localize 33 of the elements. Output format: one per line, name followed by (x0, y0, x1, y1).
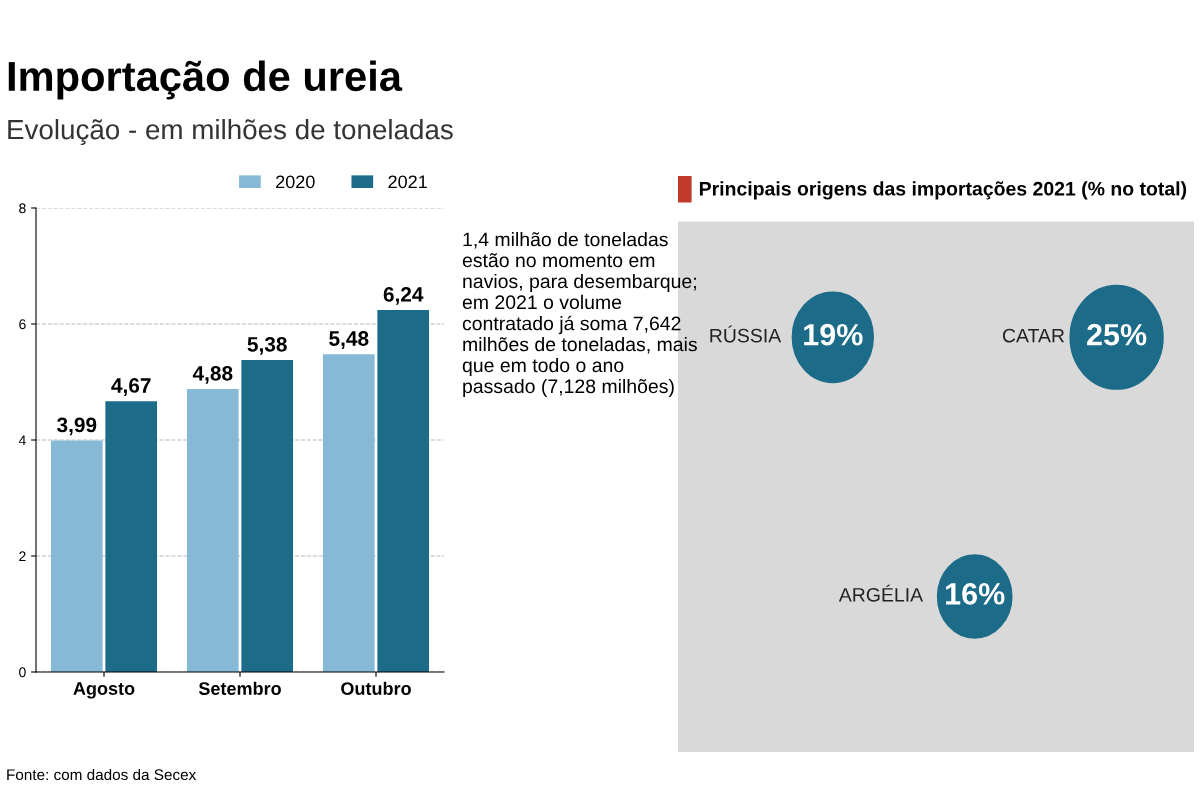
y-tick-label: 6 (19, 319, 26, 330)
data-label: 25% (1087, 323, 1147, 346)
text: Principais origens das importações 2021 (% no total) (699, 181, 1187, 200)
data-label: 5,38 (247, 336, 287, 355)
data-label: 19% (804, 323, 863, 346)
data-label: 4,67 (111, 378, 151, 396)
legend-label: 2021 (388, 175, 427, 189)
bar (186, 388, 239, 672)
data-label: 4,88 (192, 365, 233, 384)
data-label: 6,24 (383, 287, 424, 305)
bar (241, 359, 294, 672)
category-label: ARGÉLIA (838, 584, 924, 602)
chart-title: Importação de ureia (8, 60, 403, 100)
category-label: CATAR (1002, 328, 1065, 343)
bar (377, 310, 430, 672)
chart-subtitle: Evolução - em milhões de toneladas (8, 118, 453, 146)
source-note: Fonte: com dados da Secex (7, 768, 197, 781)
category-label: RÚSSIA (710, 325, 782, 343)
x-tick-label: Outubro (341, 681, 411, 695)
bar (105, 401, 158, 672)
y-tick-label: 4 (18, 435, 26, 446)
y-tick-label: 0 (19, 667, 26, 678)
data-label: 5,48 (329, 331, 369, 349)
bar (50, 440, 103, 672)
legend-label: 2020 (276, 175, 315, 189)
text: 1,4 milhão de toneladas estão no momento em navios, para desembarque; em 2021 o volume contratado já soma 7,642 milhões de toneladas, mais que em todo o ano passado (7,128 milhões) (462, 232, 697, 398)
y-tick-label: 8 (19, 203, 26, 214)
y-tick-label: 2 (19, 551, 26, 562)
bar (322, 354, 375, 672)
data-label: 16% (946, 583, 1005, 605)
x-tick-label: Setembro (198, 681, 281, 695)
x-tick-label: Agosto (73, 682, 135, 699)
data-label: 3,99 (57, 417, 97, 436)
